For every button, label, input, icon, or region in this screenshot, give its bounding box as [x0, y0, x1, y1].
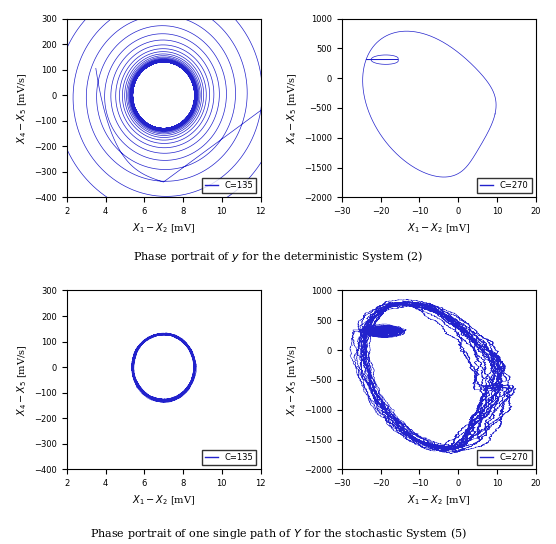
Text: Phase portrait of $y$ for the deterministic System (2): Phase portrait of $y$ for the determinis…	[133, 249, 423, 264]
Y-axis label: $X_4 - X_5$ [mV/s]: $X_4 - X_5$ [mV/s]	[285, 344, 299, 416]
Legend: C=270: C=270	[477, 449, 532, 465]
Legend: C=270: C=270	[477, 177, 532, 193]
Y-axis label: $X_4 - X_5$ [mV/s]: $X_4 - X_5$ [mV/s]	[285, 72, 299, 144]
Y-axis label: $X_4 - X_5$ [mV/s]: $X_4 - X_5$ [mV/s]	[15, 344, 28, 416]
X-axis label: $X_1 - X_2$ [mV]: $X_1 - X_2$ [mV]	[132, 493, 195, 507]
Legend: C=135: C=135	[202, 177, 256, 193]
X-axis label: $X_1 - X_2$ [mV]: $X_1 - X_2$ [mV]	[132, 222, 195, 236]
X-axis label: $X_1 - X_2$ [mV]: $X_1 - X_2$ [mV]	[408, 222, 470, 236]
X-axis label: $X_1 - X_2$ [mV]: $X_1 - X_2$ [mV]	[408, 493, 470, 507]
Text: Phase portrait of one single path of $Y$ for the stochastic System (5): Phase portrait of one single path of $Y$…	[90, 526, 466, 541]
Legend: C=135: C=135	[202, 449, 256, 465]
Y-axis label: $X_4 - X_5$ [mV/s]: $X_4 - X_5$ [mV/s]	[15, 72, 28, 144]
